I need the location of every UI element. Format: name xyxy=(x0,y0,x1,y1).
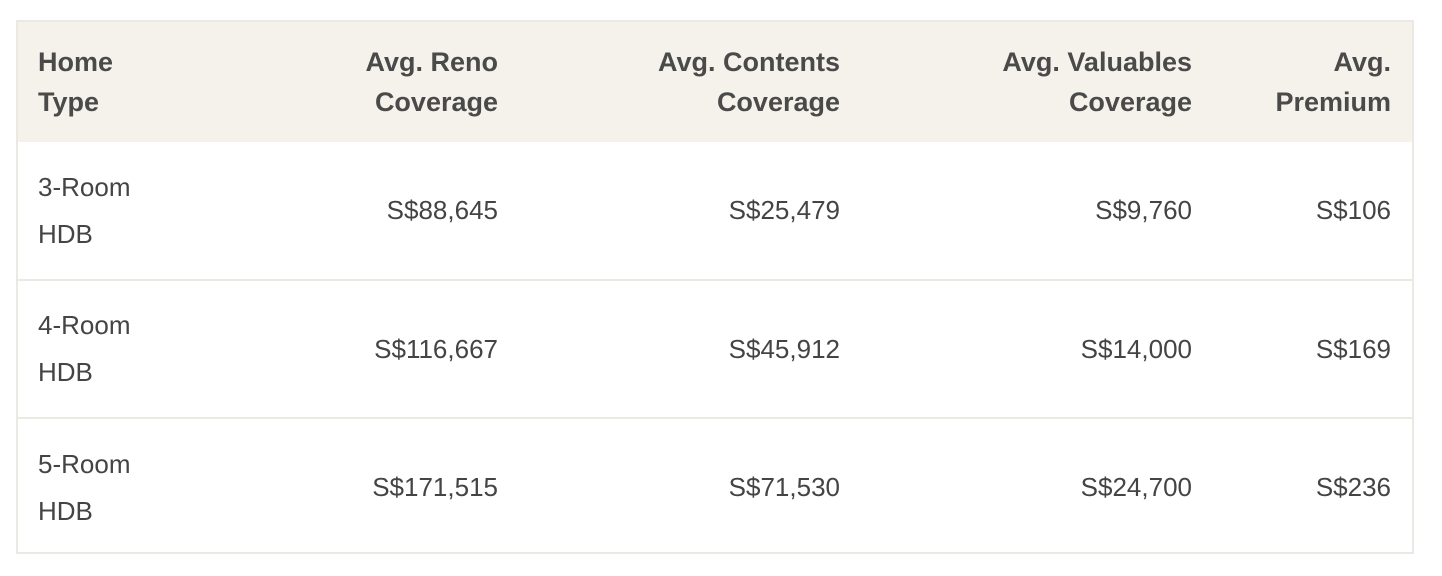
cell-contents-coverage: S$71,530 xyxy=(728,472,840,502)
header-valuables-line1: Avg. Valuables xyxy=(1002,47,1192,77)
header-reno-coverage: Avg. Reno Coverage xyxy=(288,22,498,142)
cell-valuables-coverage: S$24,700 xyxy=(1080,472,1192,502)
header-valuables-line2: Coverage xyxy=(1068,87,1192,117)
header-contents-line1: Avg. Contents xyxy=(658,47,840,77)
header-premium: Avg. Premium xyxy=(1192,22,1412,142)
cell-home-type: 3-Room HDB xyxy=(18,142,288,280)
table-row: 4-Room HDB S$116,667 S$45,912 S$14,000 S… xyxy=(18,280,1412,418)
cell-reno-coverage: S$116,667 xyxy=(374,333,498,364)
cell-reno-coverage: S$88,645 xyxy=(386,195,498,225)
cell-contents-coverage: S$25,479 xyxy=(728,195,840,225)
header-premium-line2: Premium xyxy=(1275,87,1391,117)
cell-reno-coverage: S$171,515 xyxy=(372,472,498,502)
table-body: 3-Room HDB S$88,645 S$25,479 S$9,760 S$1… xyxy=(18,142,1412,556)
coverage-table-container: Home Type Avg. Reno Coverage Avg. Conten… xyxy=(16,20,1414,554)
header-reno-line1: Avg. Reno xyxy=(365,47,498,77)
cell-home-type-line1: 5-Room xyxy=(38,448,131,479)
header-contents-coverage: Avg. Contents Coverage xyxy=(498,22,840,142)
cell-valuables-coverage: S$14,000 xyxy=(1080,333,1192,364)
table-row: 3-Room HDB S$88,645 S$25,479 S$9,760 S$1… xyxy=(18,142,1412,280)
header-home-type-line2: Type xyxy=(38,87,100,117)
header-home-type-line1: Home xyxy=(38,47,114,77)
header-reno-line2: Coverage xyxy=(374,87,498,117)
header-valuables-coverage: Avg. Valuables Coverage xyxy=(840,22,1192,142)
table-row: 5-Room HDB S$171,515 S$71,530 S$24,700 S… xyxy=(18,418,1412,556)
cell-premium: S$236 xyxy=(1315,472,1391,502)
cell-home-type: 5-Room HDB xyxy=(18,418,288,556)
table-header-row: Home Type Avg. Reno Coverage Avg. Conten… xyxy=(18,22,1412,142)
cell-home-type-line1: 4-Room xyxy=(38,310,131,340)
cell-contents-coverage: S$45,912 xyxy=(728,333,840,364)
cell-premium: S$106 xyxy=(1315,195,1391,225)
cell-home-type: 4-Room HDB xyxy=(18,280,288,418)
header-home-type: Home Type xyxy=(18,22,288,142)
table-header: Home Type Avg. Reno Coverage Avg. Conten… xyxy=(18,22,1412,142)
cell-home-type-line2: HDB xyxy=(38,218,93,249)
cell-premium: S$169 xyxy=(1315,333,1391,364)
cell-valuables-coverage: S$9,760 xyxy=(1095,195,1192,225)
cell-home-type-line2: HDB xyxy=(38,357,93,387)
coverage-table: Home Type Avg. Reno Coverage Avg. Conten… xyxy=(18,22,1412,556)
header-contents-line2: Coverage xyxy=(716,87,840,117)
cell-home-type-line1: 3-Room xyxy=(38,171,131,202)
header-premium-line1: Avg. xyxy=(1333,47,1391,77)
cell-home-type-line2: HDB xyxy=(38,495,93,526)
